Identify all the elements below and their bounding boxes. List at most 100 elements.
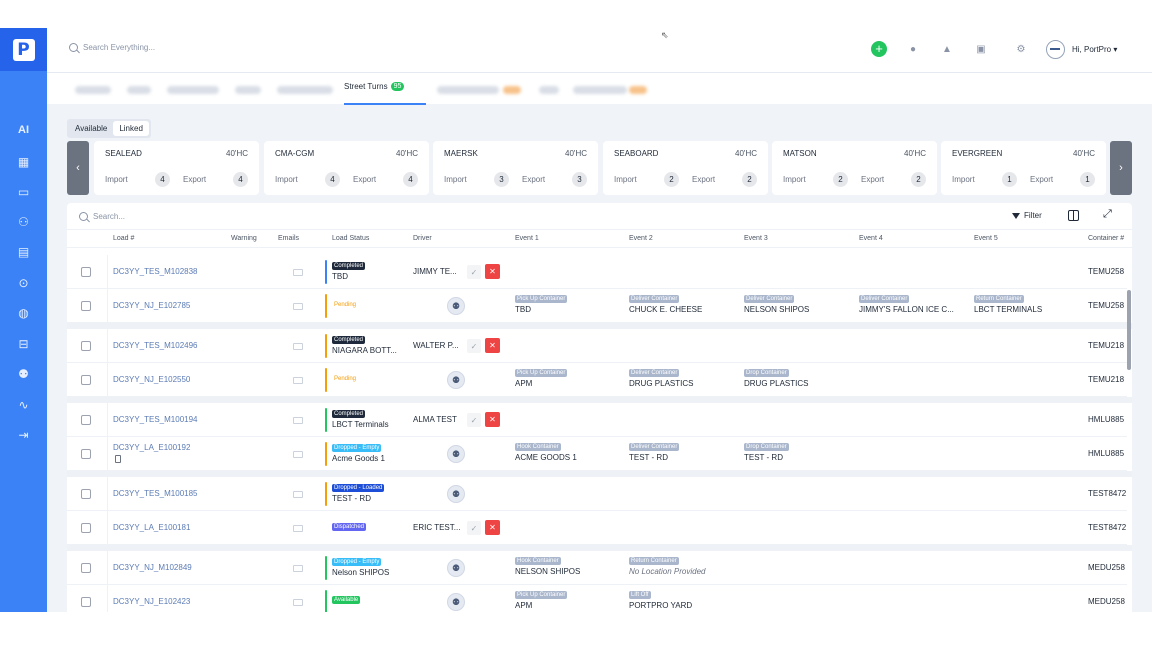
load-number-link[interactable]: DC3YY_LA_E100181: [113, 523, 191, 532]
col-emails[interactable]: Emails: [278, 235, 300, 242]
table-row[interactable]: DC3YY_TES_M100194 Completed LBCT Termina…: [67, 403, 1127, 437]
email-icon[interactable]: [293, 303, 303, 310]
row-checkbox[interactable]: [81, 449, 91, 459]
load-number-link[interactable]: DC3YY_TES_M102496: [113, 341, 198, 350]
driver-name[interactable]: ERIC TEST...: [413, 523, 461, 532]
table-row[interactable]: DC3YY_LA_E100181 Dispatched ERIC TEST...…: [67, 511, 1127, 545]
chat-icon[interactable]: ●: [909, 43, 917, 55]
tab-blurred[interactable]: [75, 86, 111, 94]
table-row[interactable]: DC3YY_NJ_M102849 Dropped - Empty Nelson …: [67, 551, 1127, 585]
close-icon[interactable]: ✕: [485, 338, 500, 353]
assign-driver-icon[interactable]: ⚉: [447, 485, 465, 503]
col-driver[interactable]: Driver: [413, 235, 432, 242]
logout-icon[interactable]: ⇥: [18, 428, 29, 442]
carrier-next-button[interactable]: ›: [1110, 141, 1132, 195]
assign-driver-icon[interactable]: ⚉: [447, 593, 465, 611]
check-icon[interactable]: ✓: [467, 521, 481, 535]
table-row[interactable]: DC3YY_TES_M102496 Completed NIAGARA BOTT…: [67, 329, 1127, 363]
plus-icon[interactable]: +: [871, 41, 887, 57]
col-event4[interactable]: Event 4: [859, 235, 883, 242]
filter-button[interactable]: Filter: [1012, 211, 1042, 220]
driver-name[interactable]: WALTER P...: [413, 341, 459, 350]
email-icon[interactable]: [293, 343, 303, 350]
col-load[interactable]: Load #: [113, 235, 135, 242]
col-status[interactable]: Load Status: [332, 235, 370, 242]
assign-driver-icon[interactable]: ⚉: [447, 371, 465, 389]
carrier-card[interactable]: MATSON 40'HC Import 2 Export 2: [772, 141, 937, 195]
load-number-link[interactable]: DC3YY_NJ_E102550: [113, 375, 191, 384]
grid-search[interactable]: Search...: [79, 212, 125, 221]
email-icon[interactable]: [293, 565, 303, 572]
store-icon[interactable]: ▤: [17, 245, 30, 259]
carrier-card[interactable]: EVERGREEN 40'HC Import 1 Export 1: [941, 141, 1106, 195]
col-event1[interactable]: Event 1: [515, 235, 539, 242]
assign-driver-icon[interactable]: ⚉: [447, 445, 465, 463]
driver-name[interactable]: ALMA TEST: [413, 415, 457, 424]
portpro-logo[interactable]: P: [0, 28, 47, 71]
email-icon[interactable]: [293, 599, 303, 606]
user-settings-icon[interactable]: ⚉: [18, 367, 29, 381]
email-icon[interactable]: [293, 451, 303, 458]
load-number-link[interactable]: DC3YY_TES_M102838: [113, 267, 198, 276]
check-icon[interactable]: ✓: [467, 339, 481, 353]
table-row[interactable]: DC3YY_LA_E100192 Dropped - Empty Acme Go…: [67, 437, 1127, 471]
col-warning[interactable]: Warning: [231, 235, 257, 242]
load-number-link[interactable]: DC3YY_NJ_E102423: [113, 597, 191, 606]
table-row[interactable]: DC3YY_NJ_E102785 Pending ⚉ Pick Up Conta…: [67, 289, 1127, 323]
load-number-link[interactable]: DC3YY_NJ_M102849: [113, 563, 192, 572]
inbox-icon[interactable]: ▣: [976, 43, 986, 55]
load-number-link[interactable]: DC3YY_LA_E100192: [113, 443, 191, 452]
close-icon[interactable]: ✕: [485, 520, 500, 535]
email-icon[interactable]: [293, 377, 303, 384]
col-event5[interactable]: Event 5: [974, 235, 998, 242]
check-icon[interactable]: ✓: [467, 413, 481, 427]
row-checkbox[interactable]: [81, 267, 91, 277]
activity-icon[interactable]: ∿: [18, 398, 29, 412]
row-checkbox[interactable]: [81, 341, 91, 351]
col-event2[interactable]: Event 2: [629, 235, 653, 242]
bell-icon[interactable]: ▲: [942, 43, 952, 55]
row-checkbox[interactable]: [81, 415, 91, 425]
grid-search-input[interactable]: Search...: [93, 212, 126, 221]
tab-blurred[interactable]: [437, 86, 499, 94]
row-checkbox[interactable]: [81, 523, 91, 533]
map-icon[interactable]: ▦: [17, 155, 30, 169]
row-checkbox[interactable]: [81, 597, 91, 607]
row-checkbox[interactable]: [81, 375, 91, 385]
table-row[interactable]: DC3YY_NJ_E102550 Pending ⚉ Pick Up Conta…: [67, 363, 1127, 397]
tab-blurred[interactable]: [167, 86, 219, 94]
col-event3[interactable]: Event 3: [744, 235, 768, 242]
truck-icon[interactable]: ⊟: [18, 337, 29, 351]
check-icon[interactable]: ✓: [467, 265, 481, 279]
tab-street-turns[interactable]: Street Turns 95: [344, 82, 405, 91]
load-number-link[interactable]: DC3YY_TES_M100194: [113, 415, 198, 424]
carrier-prev-button[interactable]: ‹: [67, 141, 89, 195]
driver-name[interactable]: JIMMY TE...: [413, 267, 457, 276]
assign-driver-icon[interactable]: ⚉: [447, 559, 465, 577]
close-icon[interactable]: ✕: [485, 412, 500, 427]
global-search-input[interactable]: Search Everything...: [83, 43, 156, 52]
carrier-card[interactable]: CMA-CGM 40'HC Import 4 Export 4: [264, 141, 429, 195]
document-icon[interactable]: [115, 455, 121, 463]
table-row[interactable]: DC3YY_NJ_E102423 Available ⚉ Pick Up Con…: [67, 585, 1127, 612]
globe-icon[interactable]: ◍: [18, 306, 29, 320]
columns-icon[interactable]: [1068, 210, 1079, 221]
toggle-linked[interactable]: Linked: [113, 121, 149, 136]
users-icon[interactable]: ⚇: [18, 215, 29, 229]
assign-driver-icon[interactable]: ⚉: [447, 297, 465, 315]
email-icon[interactable]: [293, 269, 303, 276]
global-search[interactable]: Search Everything...: [69, 43, 155, 52]
table-row[interactable]: DC3YY_TES_M102838 Completed TBD JIMMY TE…: [67, 255, 1127, 289]
tab-blurred[interactable]: [539, 86, 559, 94]
expand-icon[interactable]: ⤢: [1103, 208, 1112, 220]
row-checkbox[interactable]: [81, 563, 91, 573]
tab-blurred[interactable]: [235, 86, 261, 94]
email-icon[interactable]: [293, 417, 303, 424]
email-icon[interactable]: [293, 491, 303, 498]
email-icon[interactable]: [293, 525, 303, 532]
tab-blurred[interactable]: [573, 86, 627, 94]
col-container[interactable]: Container #: [1088, 235, 1125, 242]
avatar[interactable]: [1046, 40, 1065, 59]
carrier-card[interactable]: MAERSK 40'HC Import 3 Export 3: [433, 141, 598, 195]
close-icon[interactable]: ✕: [485, 264, 500, 279]
